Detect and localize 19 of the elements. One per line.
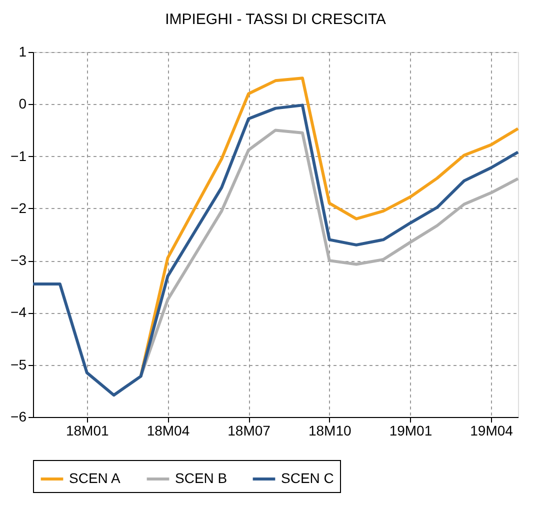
line-series — [32, 104, 520, 397]
x-tick-label: 18M01 — [66, 422, 110, 438]
y-tick-label: 0 — [18, 96, 27, 112]
x-tick-label: 18M07 — [228, 422, 271, 438]
y-tick-label: −6 — [10, 408, 27, 424]
legend-label: SCEN B — [175, 470, 228, 486]
legend-label: SCEN A — [69, 470, 122, 486]
y-tick-label: −3 — [10, 252, 27, 268]
chart-title: IMPIEGHI - TASSI DI CRESCITA — [165, 11, 386, 28]
x-tick-label: 18M04 — [146, 422, 190, 438]
x-tick-label: 18M10 — [308, 422, 352, 438]
legend-label: SCEN C — [281, 470, 334, 486]
y-tick-label: −2 — [10, 200, 27, 216]
y-tick-label: −5 — [10, 356, 27, 372]
y-tick-label: 1 — [18, 44, 27, 60]
y-tick-label: −4 — [10, 304, 27, 320]
x-tick-label: 19M01 — [389, 422, 432, 438]
y-tick-label: −1 — [10, 148, 27, 164]
x-tick-label: 19M04 — [470, 422, 514, 438]
